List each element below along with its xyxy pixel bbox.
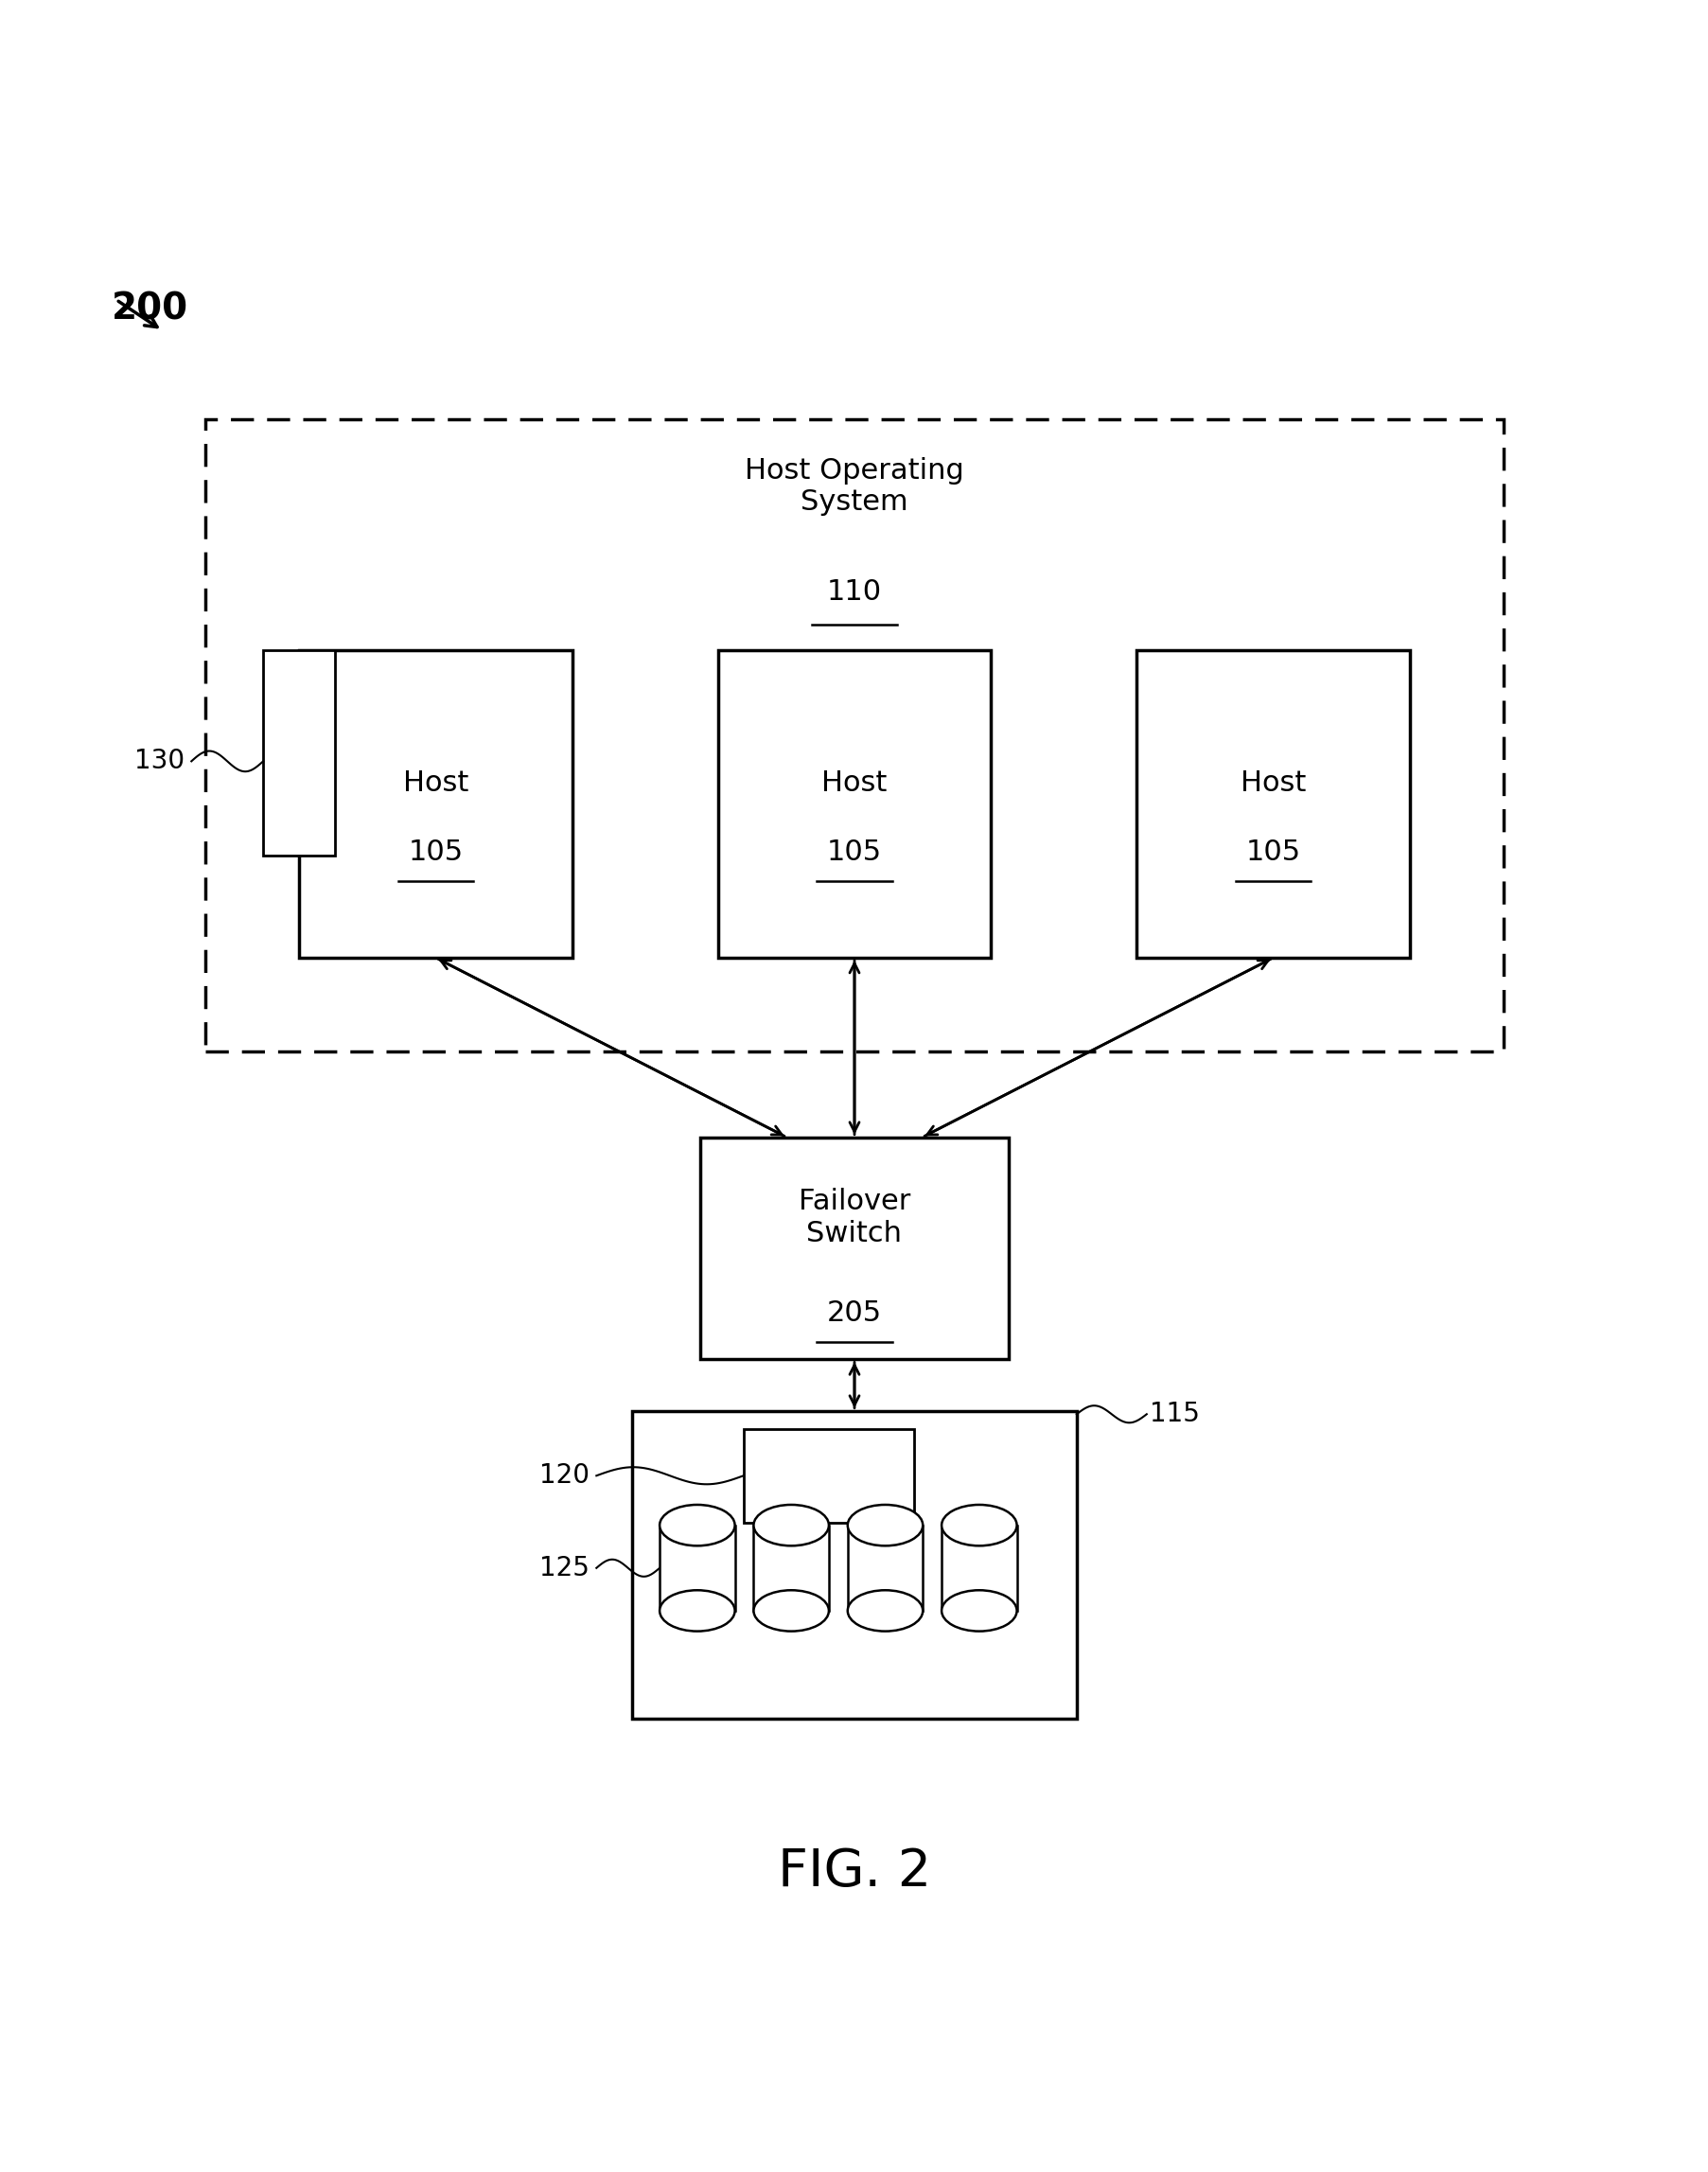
Bar (659, 1525, 734, 1612)
Text: Host: Host (1240, 769, 1305, 797)
Bar (941, 1525, 1016, 1612)
Text: Host: Host (822, 769, 886, 797)
Ellipse shape (941, 1505, 1016, 1546)
Ellipse shape (847, 1505, 922, 1546)
Bar (1136, 649, 1409, 958)
Text: Host: Host (403, 769, 468, 797)
Text: 105: 105 (1245, 838, 1300, 867)
Bar (299, 649, 572, 958)
Bar (263, 649, 335, 856)
Ellipse shape (659, 1505, 734, 1546)
Text: 205: 205 (827, 1299, 881, 1327)
Bar (753, 1525, 828, 1612)
Text: 115: 115 (1149, 1401, 1199, 1427)
Ellipse shape (847, 1590, 922, 1631)
Bar (700, 1138, 1008, 1360)
Text: 200: 200 (111, 291, 188, 328)
Ellipse shape (941, 1590, 1016, 1631)
Bar (847, 1525, 922, 1612)
Text: 125: 125 (540, 1555, 589, 1581)
Bar (743, 1429, 914, 1523)
Bar (632, 1412, 1076, 1718)
Text: 105: 105 (408, 838, 463, 867)
Text: Failover
Switch: Failover Switch (798, 1188, 910, 1247)
Bar (205, 419, 1503, 1051)
Text: FIG. 2: FIG. 2 (777, 1846, 931, 1898)
Ellipse shape (753, 1590, 828, 1631)
Ellipse shape (753, 1505, 828, 1546)
Text: 120: 120 (540, 1462, 589, 1490)
Text: Host Operating
System: Host Operating System (745, 456, 963, 517)
Text: 105: 105 (827, 838, 881, 867)
Ellipse shape (659, 1590, 734, 1631)
Bar (717, 649, 991, 958)
Text: 110: 110 (827, 578, 881, 606)
Text: 130: 130 (135, 747, 184, 775)
